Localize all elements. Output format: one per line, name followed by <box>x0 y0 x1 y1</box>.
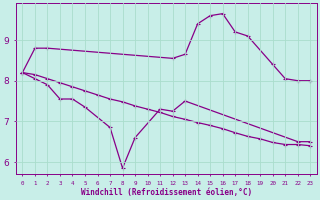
X-axis label: Windchill (Refroidissement éolien,°C): Windchill (Refroidissement éolien,°C) <box>81 188 252 197</box>
